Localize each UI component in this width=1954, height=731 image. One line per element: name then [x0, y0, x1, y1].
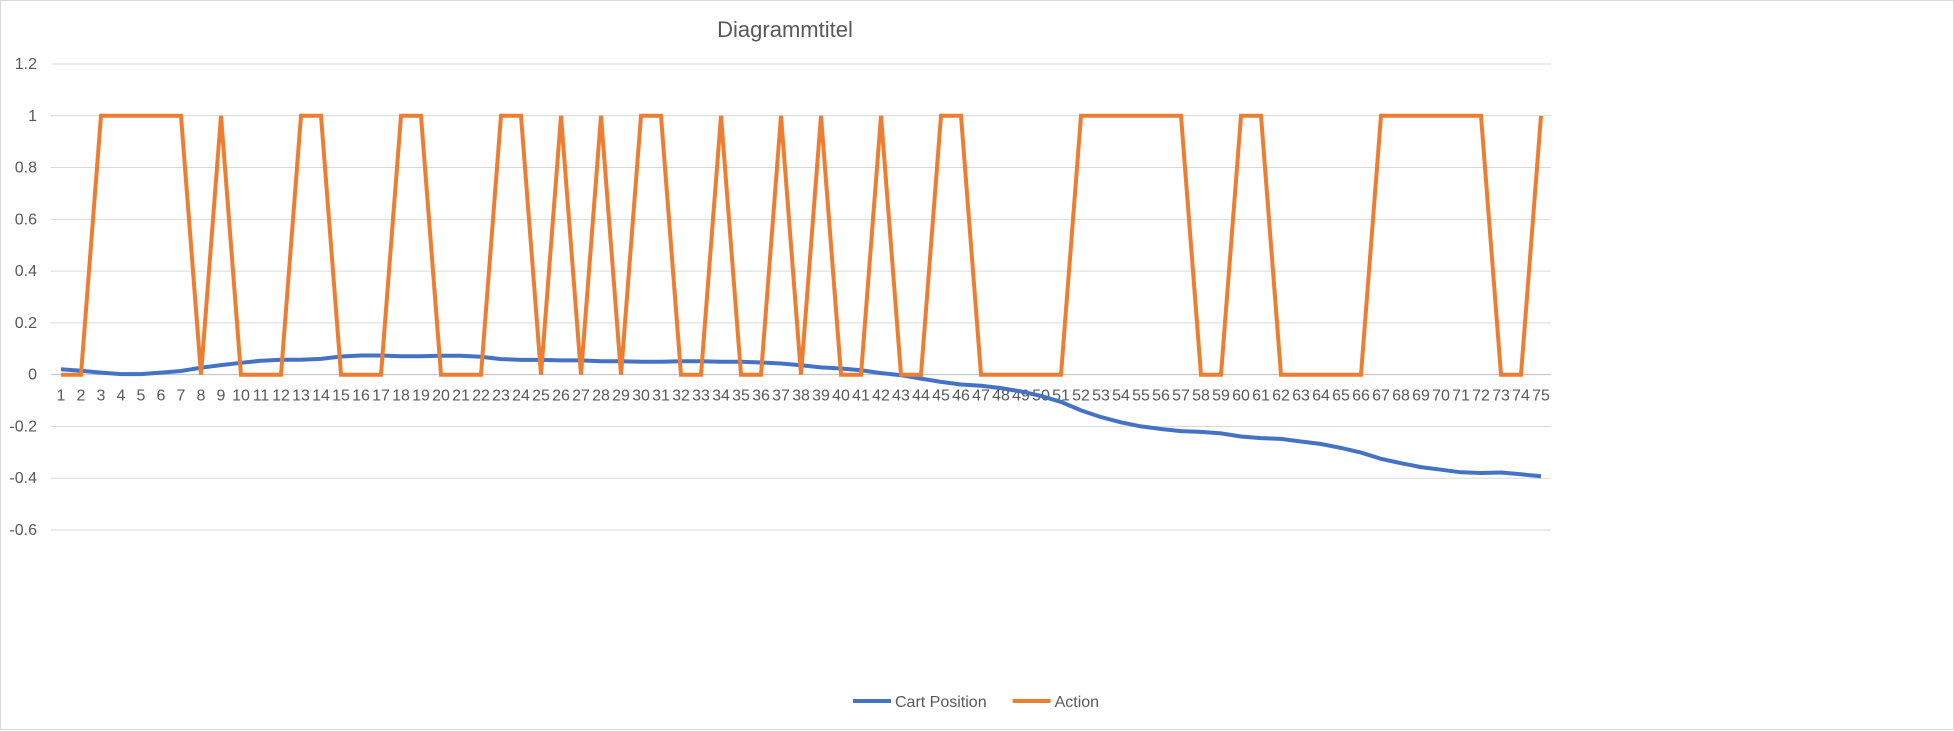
y-tick-label: 1 [28, 108, 37, 125]
series-lines [60, 113, 1543, 479]
x-tick-label: 10 [232, 388, 250, 405]
x-tick-label: 20 [432, 388, 450, 405]
x-tick-label: 39 [812, 388, 830, 405]
chart-title: Diagrammtitel [717, 17, 853, 42]
x-tick-label: 19 [412, 388, 430, 405]
x-tick-label: 66 [1352, 388, 1370, 405]
x-tick-label: 6 [157, 388, 166, 405]
y-tick-label: 0.8 [15, 160, 37, 177]
x-tick-label: 5 [137, 388, 146, 405]
x-tick-label: 31 [652, 388, 670, 405]
series-2 [61, 113, 1543, 377]
x-tick-label: 56 [1152, 388, 1170, 405]
x-tick-label: 29 [612, 388, 630, 405]
x-tick-label: 69 [1412, 388, 1430, 405]
x-tick-label: 26 [552, 388, 570, 405]
x-tick-label: 61 [1252, 388, 1270, 405]
x-tick-label: 45 [932, 388, 950, 405]
x-tick-label: 73 [1492, 388, 1510, 405]
legend-label: Action [1055, 694, 1099, 711]
x-tick-label: 75 [1532, 388, 1550, 405]
x-tick-label: 3 [97, 388, 106, 405]
x-tick-label: 54 [1112, 388, 1130, 405]
x-tick-label: 15 [332, 388, 350, 405]
x-tick-label: 53 [1092, 388, 1110, 405]
legend-label: Cart Position [895, 694, 987, 711]
x-tick-label: 59 [1212, 388, 1230, 405]
x-tick-label: 74 [1512, 388, 1530, 405]
legend-item: Cart Position [853, 694, 987, 711]
y-tick-label: 0 [28, 367, 37, 384]
x-tick-label: 37 [772, 388, 790, 405]
x-tick-label: 57 [1172, 388, 1190, 405]
x-tick-label: 13 [292, 388, 310, 405]
x-tick-label: 67 [1372, 388, 1390, 405]
x-tick-label: 34 [712, 388, 730, 405]
x-tick-label: 43 [892, 388, 910, 405]
x-tick-label: 9 [217, 388, 226, 405]
x-tick-label: 41 [852, 388, 870, 405]
x-tick-label: 30 [632, 388, 650, 405]
x-tick-label: 23 [492, 388, 510, 405]
x-tick-label: 4 [117, 388, 126, 405]
x-tick-label: 16 [352, 388, 370, 405]
x-tick-label: 38 [792, 388, 810, 405]
x-tick-label: 1 [57, 388, 66, 405]
x-tick-label: 58 [1192, 388, 1210, 405]
x-tick-label: 70 [1432, 388, 1450, 405]
x-tick-label: 32 [672, 388, 690, 405]
x-tick-label: 72 [1472, 388, 1490, 405]
x-tick-label: 33 [692, 388, 710, 405]
x-tick-label: 46 [952, 388, 970, 405]
y-tick-label: 1.2 [15, 56, 37, 73]
x-tick-label: 42 [872, 388, 890, 405]
y-tick-label: 0.2 [15, 315, 37, 332]
x-tick-label: 60 [1232, 388, 1250, 405]
x-tick-label: 22 [472, 388, 490, 405]
x-tick-label: 52 [1072, 388, 1090, 405]
x-tick-label: 17 [372, 388, 390, 405]
x-tick-label: 47 [972, 388, 990, 405]
y-axis-ticks: -0.6 -0.4 -0.2 0 0.2 0.4 0.6 0.8 1 1.2 [9, 56, 37, 539]
legend-item: Action [1012, 694, 1099, 711]
x-tick-label: 25 [532, 388, 550, 405]
x-tick-label: 28 [592, 388, 610, 405]
x-tick-label: 14 [312, 388, 330, 405]
x-tick-label: 68 [1392, 388, 1410, 405]
x-tick-label: 21 [452, 388, 470, 405]
x-tick-label: 24 [512, 388, 530, 405]
x-tick-label: 8 [197, 388, 206, 405]
x-tick-label: 64 [1312, 388, 1330, 405]
x-tick-label: 2 [77, 388, 86, 405]
x-tick-label: 35 [732, 388, 750, 405]
x-tick-label: 12 [272, 388, 290, 405]
x-tick-label: 36 [752, 388, 770, 405]
x-tick-label: 55 [1132, 388, 1150, 405]
y-tick-label: 0.4 [15, 263, 37, 280]
x-tick-label: 63 [1292, 388, 1310, 405]
y-tick-label: -0.2 [9, 418, 37, 435]
y-tick-label: -0.6 [9, 522, 37, 539]
x-tick-label: 7 [177, 388, 186, 405]
x-tick-label: 65 [1332, 388, 1350, 405]
x-tick-label: 62 [1272, 388, 1290, 405]
x-tick-label: 40 [832, 388, 850, 405]
y-tick-label: 0.6 [15, 211, 37, 228]
x-tick-label: 11 [253, 388, 270, 405]
x-tick-label: 71 [1452, 388, 1470, 405]
series-line [61, 113, 1543, 377]
x-axis-ticks: 1 2 3 4 5 6 7 8 9 10 11 12 13 14 15 16 17 18 19 20 21 22 23 24 2… [57, 388, 1550, 405]
x-tick-label: 44 [912, 388, 930, 405]
gridlines [51, 63, 1551, 531]
x-tick-label: 48 [992, 388, 1010, 405]
legend: Cart Position Action [853, 694, 1099, 711]
x-tick-label: 18 [392, 388, 410, 405]
y-tick-label: -0.4 [9, 470, 37, 487]
x-tick-label: 27 [572, 388, 590, 405]
